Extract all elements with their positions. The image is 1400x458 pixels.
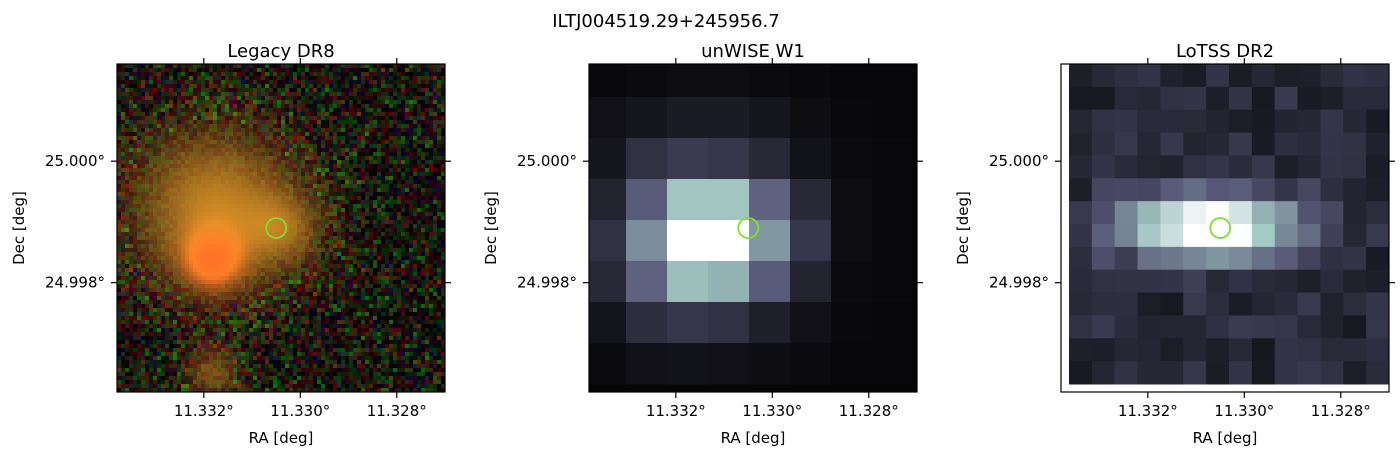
x-tick-label: 11.328° — [367, 402, 427, 420]
panel-title: LoTSS DR2 — [1176, 41, 1274, 62]
x-tick-label: 11.328° — [839, 402, 899, 420]
y-tick-label: 25.000° — [989, 152, 1049, 170]
y-tick-label: 24.998° — [45, 274, 105, 292]
x-tick-label: 11.330° — [1214, 402, 1274, 420]
source-marker — [265, 217, 288, 239]
x-tick-label: 11.328° — [1311, 402, 1371, 420]
source-marker — [1209, 217, 1232, 239]
panel-1: Legacy DR8 11.332° 11.330° 11.328° 25.000° 24… — [10, 41, 451, 447]
panel-3: LoTSS DR2 11.332° 11.330° 11.328° 25.000° 24.… — [954, 41, 1395, 447]
axes-frame — [588, 63, 918, 393]
x-tick-label: 11.330° — [742, 402, 802, 420]
y-tick-label: 25.000° — [45, 152, 105, 170]
panel-3-image — [1061, 64, 1389, 392]
panel-2: unWISE W1 11.332° 11.330° 11.328° 25.000° 24.… — [482, 41, 923, 447]
x-axis-label: RA [deg] — [721, 429, 786, 447]
y-tick-label: 25.000° — [517, 152, 577, 170]
y-tick-label: 24.998° — [989, 274, 1049, 292]
x-tick-label: 11.332° — [1118, 402, 1178, 420]
panel-title: Legacy DR8 — [227, 41, 334, 62]
figure-suptitle: ILTJ004519.29+245956.7 — [552, 11, 779, 32]
x-tick-label: 11.330° — [270, 402, 330, 420]
y-axis-label: Dec [deg] — [10, 191, 28, 265]
axes-frame — [116, 63, 446, 393]
panel-2-image — [589, 64, 917, 392]
y-axis-label: Dec [deg] — [482, 191, 500, 265]
panel-title: unWISE W1 — [701, 41, 805, 62]
x-axis-label: RA [deg] — [1193, 429, 1258, 447]
axes-frame — [1060, 63, 1390, 393]
x-tick-label: 11.332° — [646, 402, 706, 420]
y-axis-label: Dec [deg] — [954, 191, 972, 265]
x-axis-label: RA [deg] — [249, 429, 314, 447]
panel-1-image — [117, 64, 445, 392]
x-tick-label: 11.332° — [174, 402, 234, 420]
source-marker — [737, 217, 760, 239]
y-tick-label: 24.998° — [517, 274, 577, 292]
